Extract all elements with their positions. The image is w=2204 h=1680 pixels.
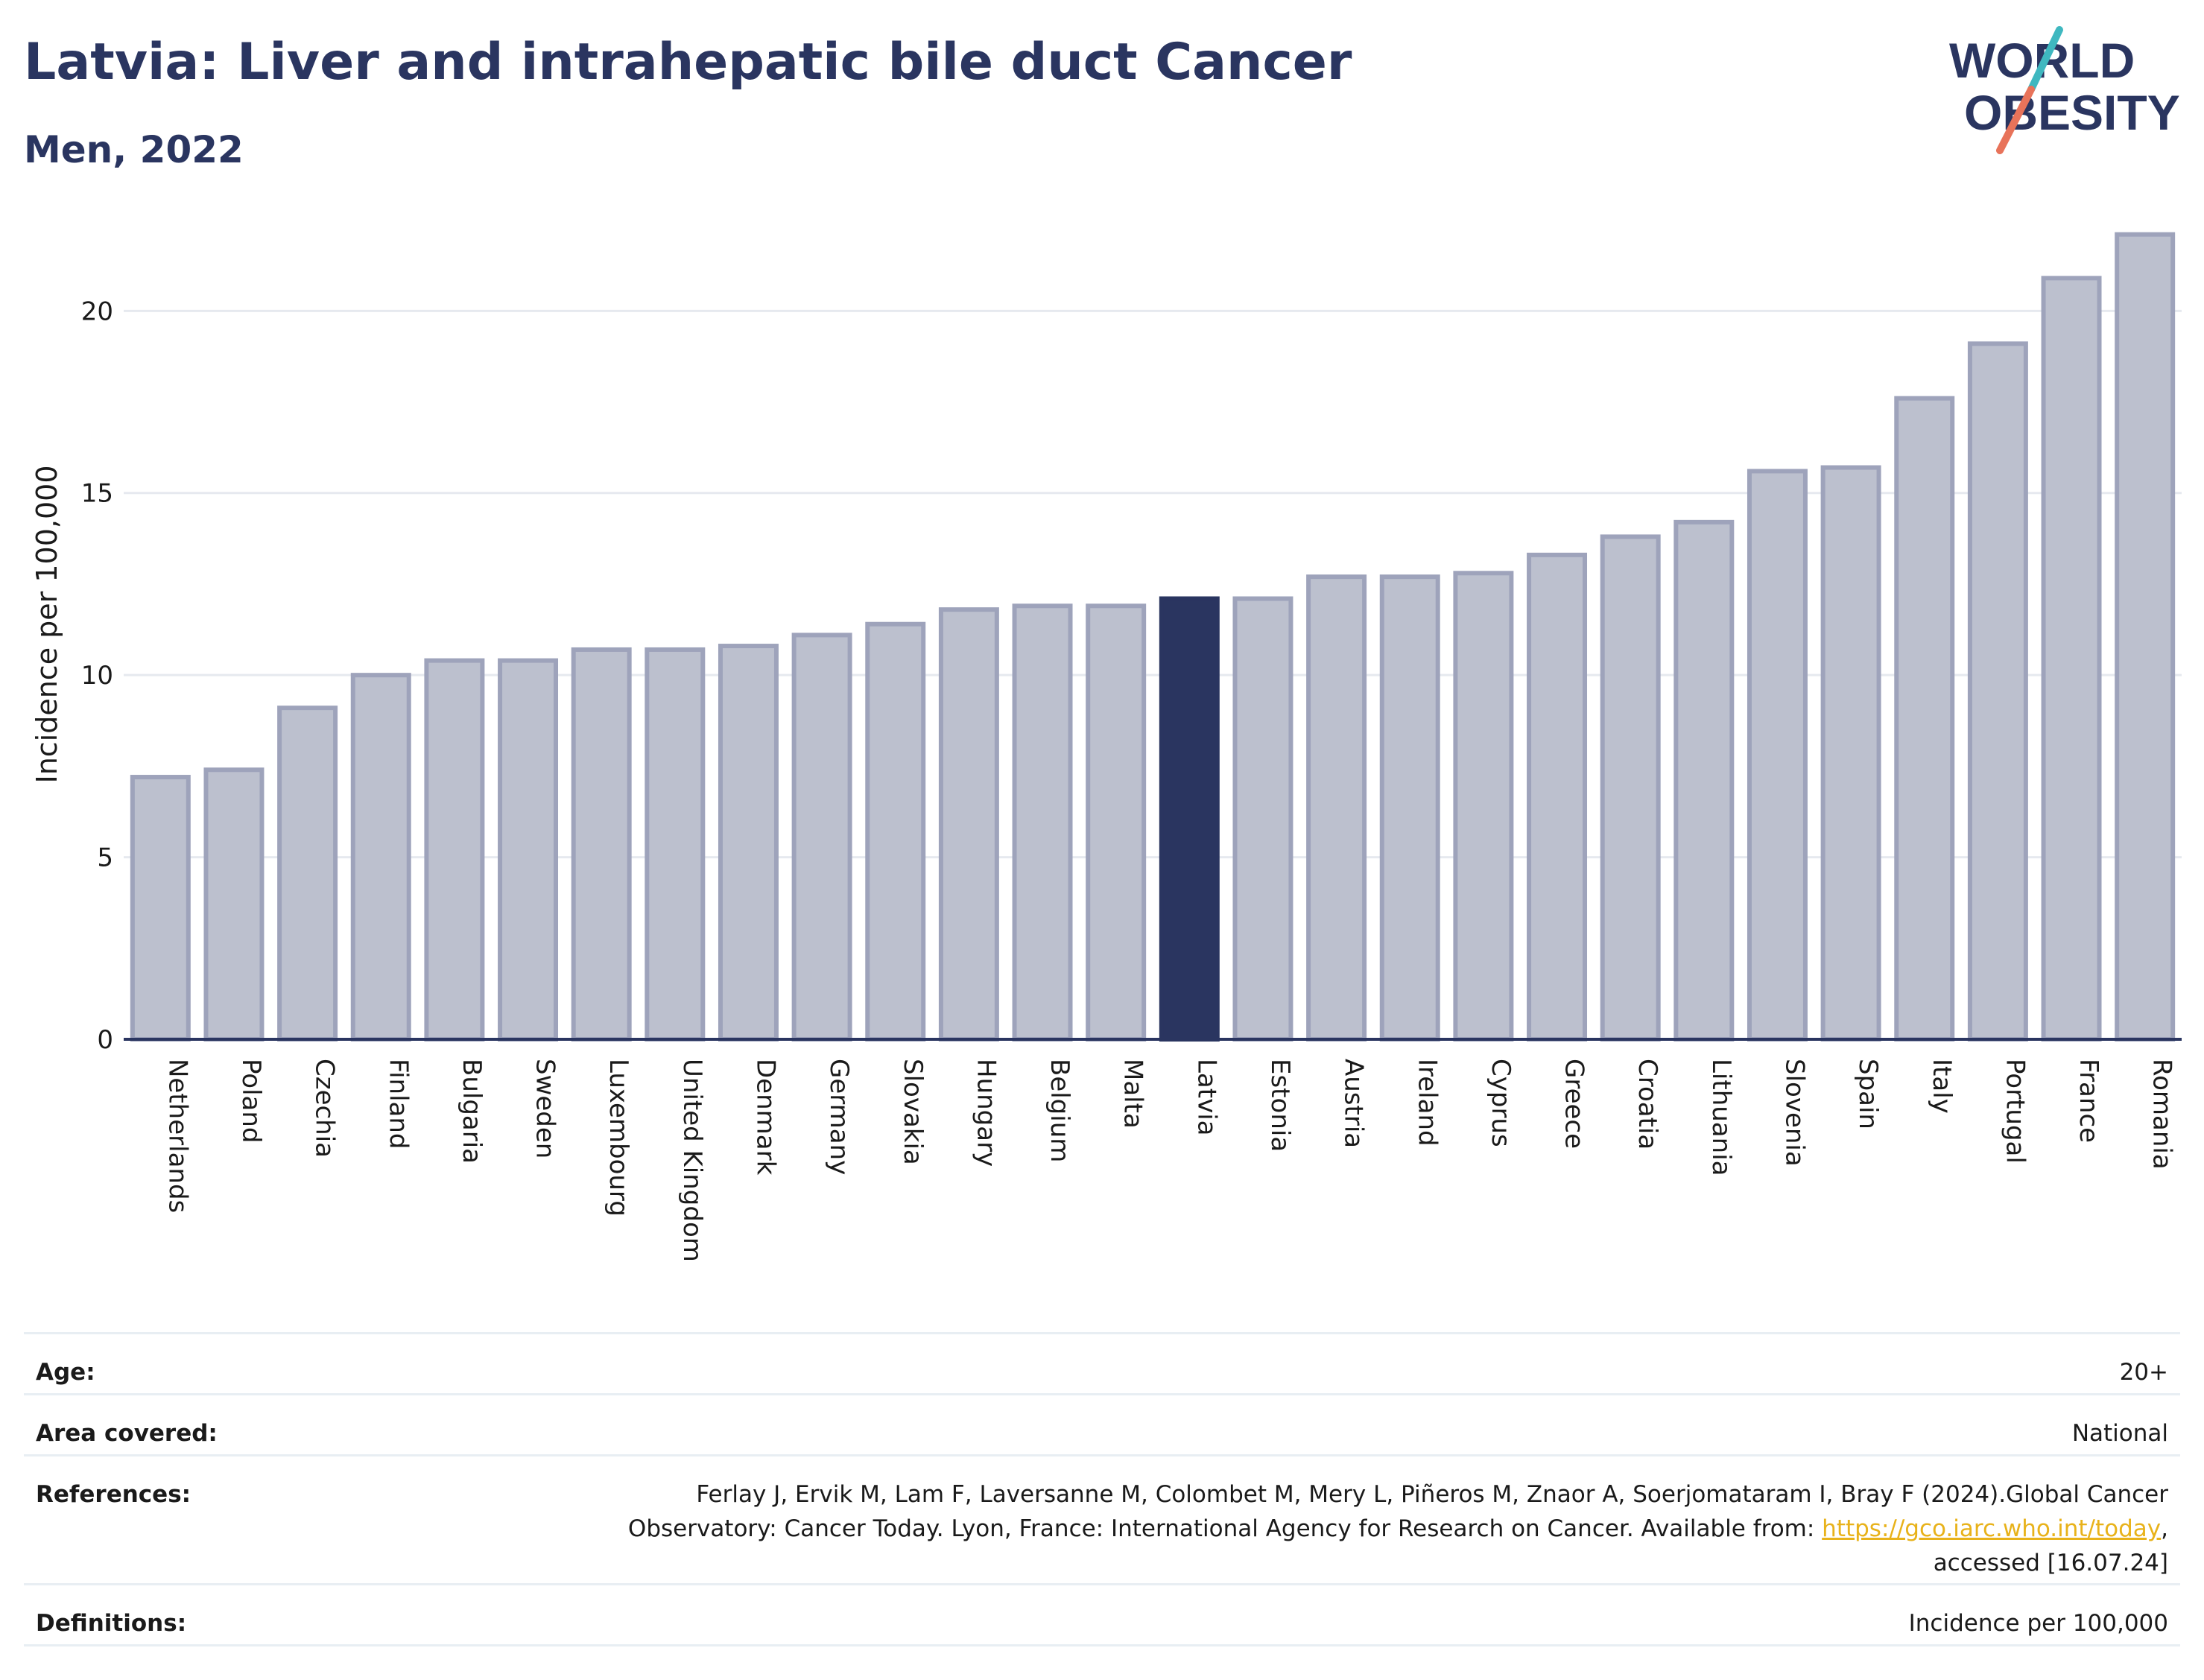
x-tick-label: Estonia <box>1265 1059 1295 1152</box>
area-covered-value: National <box>2071 1420 2168 1447</box>
x-tick-label: Luxembourg <box>604 1059 633 1217</box>
x-tick-label: Belgium <box>1045 1059 1074 1162</box>
x-tick-label: Germany <box>824 1059 854 1175</box>
info-row-references: References: Ferlay J, Ervik M, Lam F, La… <box>24 1454 2180 1583</box>
x-tick-label: Spain <box>1853 1059 1883 1129</box>
axes: 0 5 10 15 20 Netherlands Poland Czechia Finland B… <box>81 297 2182 1262</box>
x-tick-label: France <box>2074 1059 2103 1143</box>
world-obesity-logo: WORLD OBESITY <box>1949 26 2180 154</box>
bar-italy <box>1894 396 1955 1042</box>
x-tick-label: United Kingdom <box>677 1059 707 1262</box>
bar-romania <box>2115 232 2176 1042</box>
y-tick-label: 20 <box>81 297 113 326</box>
bar-croatia <box>1600 534 1661 1042</box>
bar-lithuania <box>1673 519 1735 1042</box>
bar-malta <box>1086 603 1147 1042</box>
logo-word-obesity: OBESITY <box>1964 85 2180 140</box>
info-row-area: Area covered: National <box>24 1393 2180 1454</box>
x-tick-label: Slovakia <box>898 1059 928 1165</box>
definitions-label: Definitions: <box>36 1610 187 1637</box>
chart-title: Latvia: Liver and intrahepatic bile duct… <box>24 33 1352 92</box>
y-tick-label: 15 <box>81 479 113 509</box>
y-tick-label: 0 <box>97 1025 113 1055</box>
bar-portugal <box>1967 341 2028 1042</box>
bar-netherlands <box>130 775 191 1042</box>
x-tick-label: Netherlands <box>162 1059 192 1213</box>
bar-czechia <box>277 706 338 1042</box>
references-value: Ferlay J, Ervik M, Lam F, Laversanne M, … <box>559 1456 2168 1580</box>
logo-slash-teal <box>2027 26 2063 93</box>
bar-sweden <box>498 658 559 1042</box>
bar-highlight-latvia <box>1159 596 1220 1042</box>
info-row-age: Age: 20+ <box>24 1332 2180 1393</box>
bar-belgium <box>1012 603 1073 1042</box>
bar-estonia <box>1232 596 1293 1042</box>
age-value: 20+ <box>2119 1359 2168 1386</box>
bar-hungary <box>938 607 999 1042</box>
bar-austria <box>1306 574 1367 1042</box>
x-tick-label: Austria <box>1339 1059 1369 1148</box>
x-tick-label: Czechia <box>310 1059 340 1158</box>
references-link[interactable]: https://gco.iarc.who.int/today <box>1822 1515 2162 1542</box>
definitions-value: Incidence per 100,000 <box>1908 1610 2168 1637</box>
bar-chart: 0 5 10 15 20 Netherlands Poland Czechia Finland B… <box>31 232 2182 1262</box>
x-tick-label: Finland <box>383 1059 413 1150</box>
x-tick-label: Greece <box>1559 1059 1589 1149</box>
references-label: References: <box>36 1481 191 1508</box>
age-label: Age: <box>36 1359 95 1386</box>
bar-greece <box>1527 552 1588 1042</box>
bar-luxembourg <box>571 647 632 1042</box>
x-tick-label: Slovenia <box>1779 1059 1809 1167</box>
info-row-definitions: Definitions: Incidence per 100,000 <box>24 1583 2180 1646</box>
y-tick-label: 10 <box>81 661 113 691</box>
x-tick-label: Bulgaria <box>457 1059 487 1164</box>
x-tick-label: Poland <box>236 1059 266 1144</box>
bars <box>130 232 2176 1042</box>
bar-slovenia <box>1747 469 1808 1042</box>
chart-subtitle: Men, 2022 <box>24 128 244 171</box>
bar-poland <box>203 767 265 1042</box>
x-tick-label: Sweden <box>531 1059 560 1158</box>
x-tick-label: Latvia <box>1191 1059 1221 1136</box>
bar-bulgaria <box>424 658 485 1042</box>
x-tick-label: Portugal <box>2000 1059 2030 1164</box>
area-covered-label: Area covered: <box>36 1420 218 1447</box>
info-table: Age: 20+ Area covered: National Referenc… <box>24 1332 2180 1646</box>
y-tick-label: 5 <box>97 843 113 873</box>
bar-spain <box>1820 465 1881 1042</box>
x-tick-label: Ireland <box>1412 1059 1442 1147</box>
x-tick-label: Hungary <box>971 1059 1001 1167</box>
bar-cyprus <box>1453 571 1514 1042</box>
references-accessed: , accessed [16.07.24] <box>1933 1515 2168 1576</box>
references-text: Ferlay J, Ervik M, Lam F, Laversanne M, … <box>627 1481 2168 1542</box>
bar-ireland <box>1379 574 1440 1042</box>
x-tick-label: Lithuania <box>1706 1059 1736 1176</box>
x-tick-label: Romania <box>2147 1059 2177 1170</box>
x-tick-label: Croatia <box>1633 1059 1662 1150</box>
bar-united-kingdom <box>645 647 706 1042</box>
bar-france <box>2041 276 2102 1042</box>
bar-finland <box>350 673 411 1042</box>
bar-germany <box>791 633 852 1042</box>
logo-slash-coral <box>1996 86 2035 154</box>
x-tick-label: Malta <box>1118 1059 1148 1129</box>
bar-slovakia <box>865 621 926 1042</box>
y-axis-label: Incidence per 100,000 <box>31 465 63 783</box>
x-tick-label: Denmark <box>750 1059 780 1176</box>
bar-denmark <box>718 644 779 1042</box>
x-tick-label: Italy <box>1927 1059 1957 1114</box>
x-tick-label: Cyprus <box>1486 1059 1516 1147</box>
